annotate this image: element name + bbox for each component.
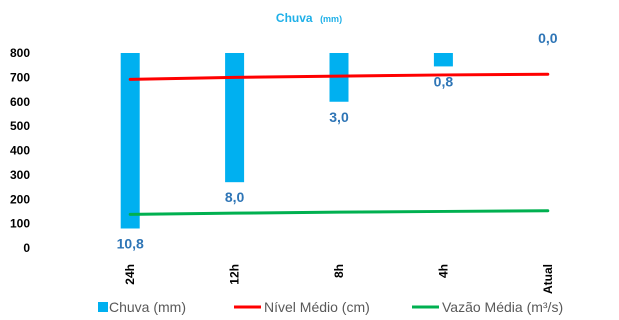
y-tick-label: 200 (10, 192, 30, 206)
y-tick-label: 400 (10, 144, 30, 158)
chuva-bar (120, 53, 140, 229)
x-axis-ticks: 24h 12h 8h 4h Atual (123, 264, 555, 294)
chart-title: Chuva (mm) (276, 9, 342, 26)
x-tick-label: 4h (436, 264, 450, 278)
chuva-data-label: 0,0 (538, 30, 558, 46)
y-tick-label: 600 (10, 95, 30, 109)
chart-title-main: Chuva (276, 11, 313, 25)
y-tick-label: 0 (23, 241, 30, 255)
y-tick-label: 700 (10, 70, 30, 84)
y-axis-ticks: 0 100 200 300 400 500 600 700 800 (10, 46, 30, 255)
vazao-media-line (128, 209, 550, 216)
data-labels: 10,8 8,0 3,0 0,8 0,0 (117, 30, 558, 252)
legend-swatch-chuva (98, 302, 108, 312)
legend-label: Vazão Média (m³/s) (442, 299, 563, 315)
chuva-bar (225, 53, 245, 183)
line-series (128, 72, 550, 216)
chuva-data-label: 0,8 (434, 73, 454, 89)
x-tick-label: 8h (332, 264, 346, 278)
y-tick-label: 300 (10, 168, 30, 182)
chuva-bar (433, 53, 453, 67)
legend-label: Chuva (mm) (109, 299, 186, 315)
x-tick-label: 24h (123, 264, 137, 285)
bar-series (120, 53, 453, 229)
legend: Chuva (mm) Nível Médio (cm) Vazão Média (m… (98, 299, 563, 315)
chart-title-unit: (mm) (320, 14, 342, 24)
nivel-medio-line (128, 72, 550, 81)
x-tick-label: Atual (541, 264, 555, 294)
chuva-data-label: 10,8 (117, 236, 144, 252)
x-tick-label: 12h (228, 264, 242, 285)
legend-label: Nível Médio (cm) (264, 299, 370, 315)
chuva-data-label: 8,0 (225, 189, 245, 205)
y-tick-label: 800 (10, 46, 30, 60)
chuva-data-label: 3,0 (329, 109, 349, 125)
y-tick-label: 100 (10, 217, 30, 231)
y-tick-label: 500 (10, 119, 30, 133)
